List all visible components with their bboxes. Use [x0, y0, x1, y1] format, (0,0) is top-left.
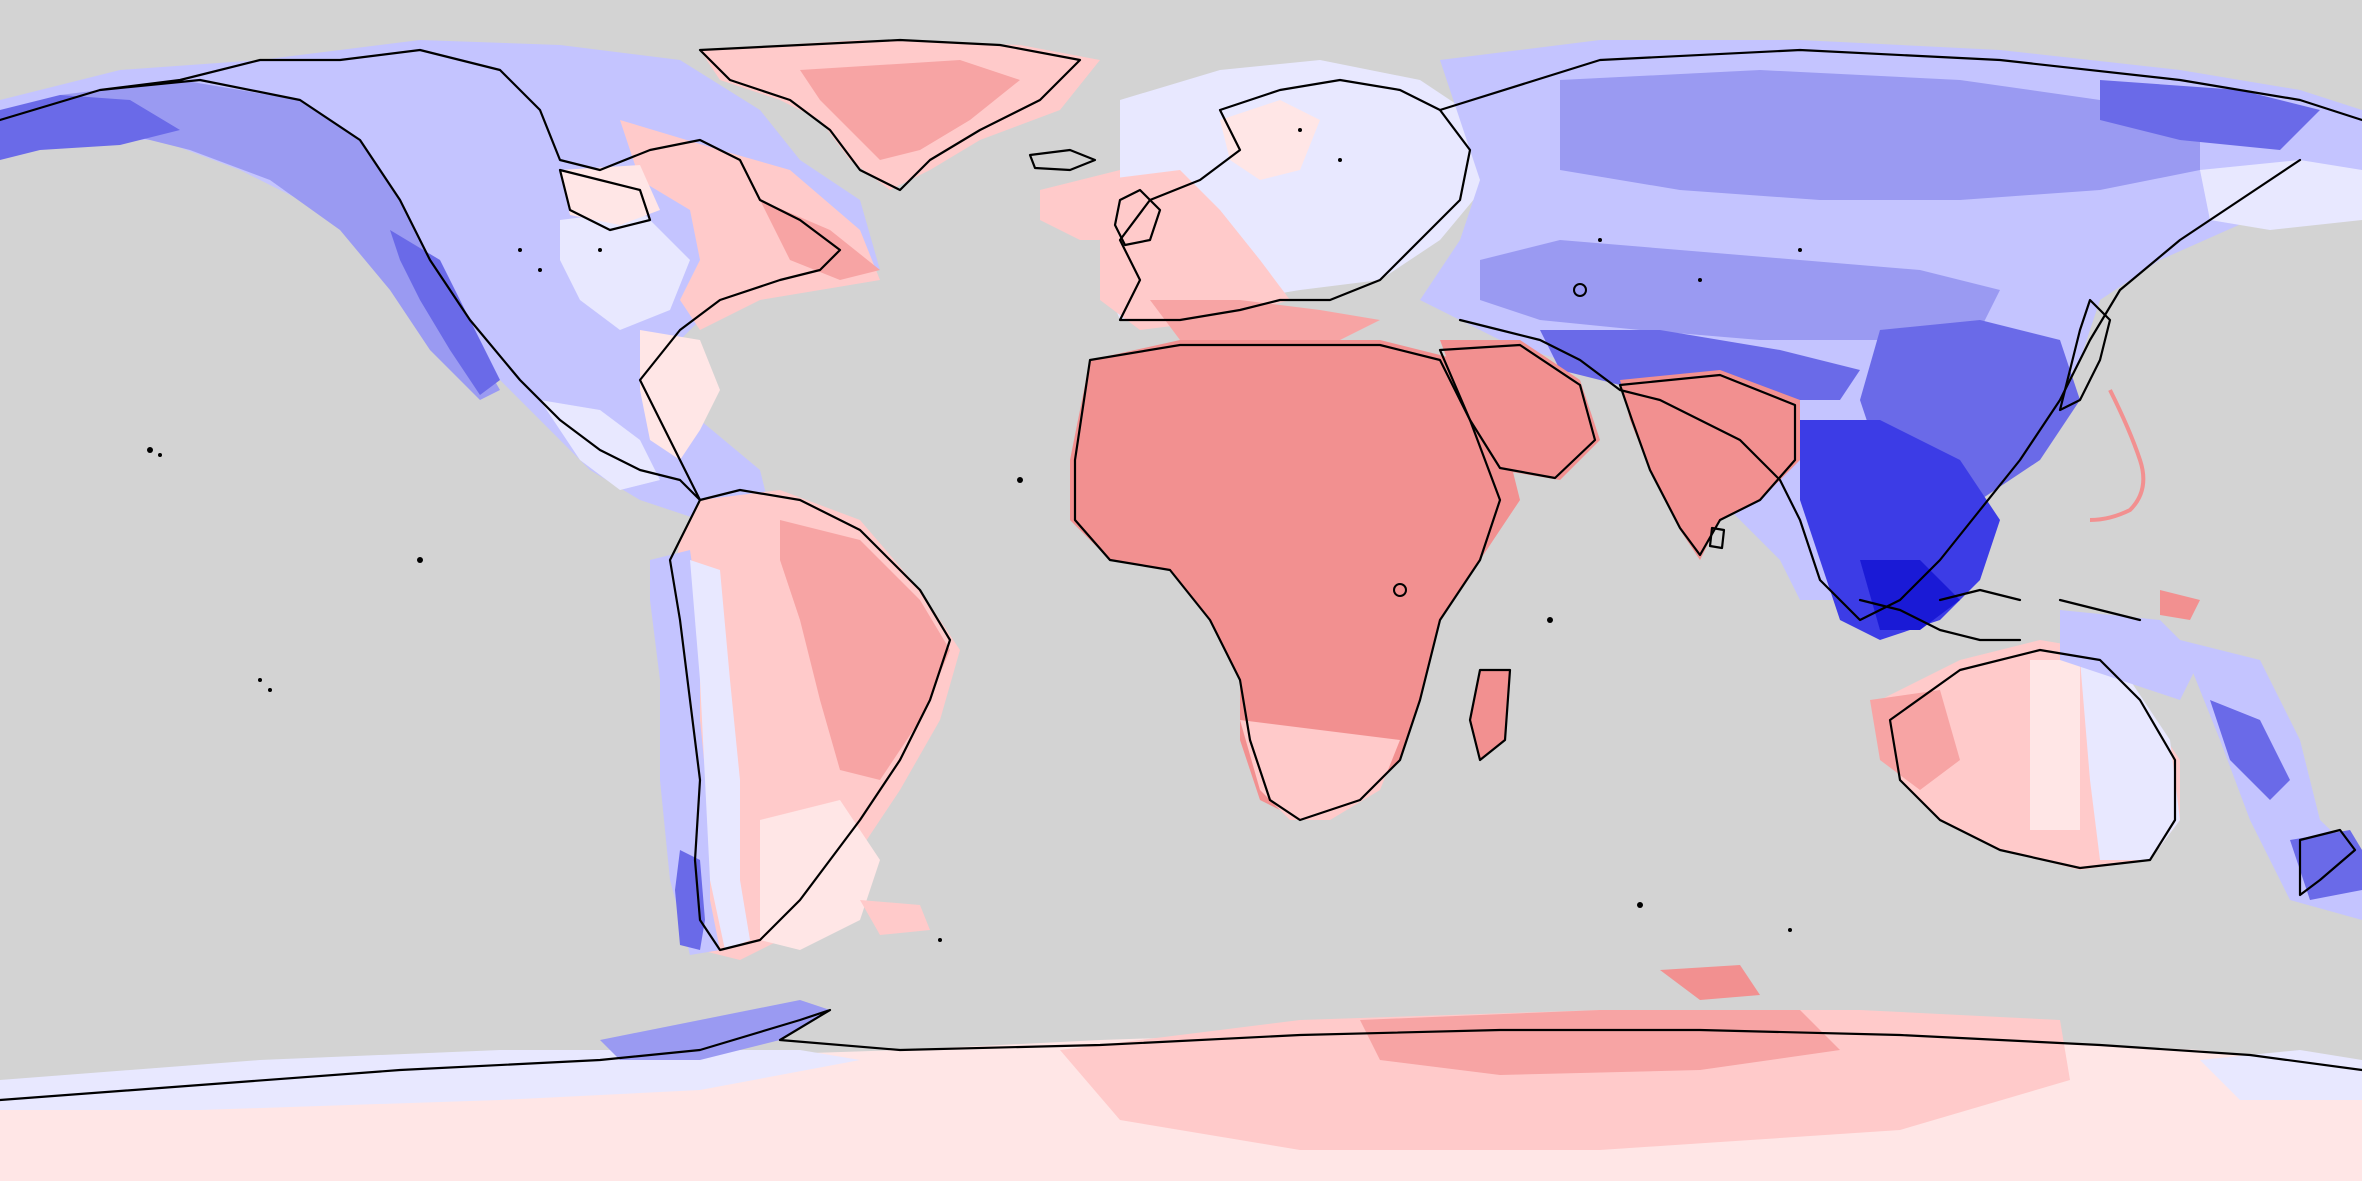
antarctic-peninsula-deep	[600, 1000, 830, 1060]
sa-amazon-warm	[780, 520, 950, 780]
nz-deep	[2290, 830, 2362, 900]
na-gulf-coast-light	[540, 400, 660, 490]
aus-east-light	[2080, 660, 2180, 860]
asia-tibet-band	[1540, 330, 1860, 400]
africa-south-pale	[1240, 720, 1400, 820]
region-australia	[1870, 610, 2200, 870]
coast-new-zealand	[2298, 828, 2357, 897]
india-fill	[1620, 370, 1800, 560]
sa-andes-cool	[650, 550, 720, 955]
eu-med-warm	[1150, 300, 1380, 340]
asia-arctic-rim	[2100, 80, 2320, 150]
southern-ocean-warm-patch	[1660, 965, 1760, 1000]
asia-siberia-deep	[1560, 70, 2200, 200]
sa-patagonia-deep	[675, 850, 705, 950]
arabia-fill	[1440, 340, 1600, 480]
coast-australia	[1888, 648, 2177, 870]
coast-sri-lanka	[1708, 526, 1726, 550]
antarctica-east-core	[1360, 1010, 1840, 1075]
coast-africa	[1073, 343, 1502, 822]
coast-north-america	[0, 48, 842, 502]
png-warm	[2160, 590, 2200, 620]
small-islands	[147, 128, 1802, 942]
na-rockies-band	[390, 230, 500, 395]
aus-nw-warm	[1870, 690, 1960, 790]
aus-north-cool	[2060, 610, 2200, 700]
region-south-america	[650, 490, 960, 960]
eu-west-warm	[1100, 170, 1290, 330]
coast-south-america	[668, 488, 952, 952]
coast-iceland	[1028, 148, 1097, 172]
africa-fill	[1070, 340, 1520, 820]
eu-scandinavia-light	[1220, 100, 1320, 180]
coast-europe	[1118, 78, 1472, 322]
greenland-core	[800, 60, 1020, 160]
region-maritime-pacific	[2089, 389, 2362, 920]
asia-indochina-core	[1860, 560, 1960, 630]
coast-indonesia	[1858, 588, 2142, 642]
region-north-america	[0, 40, 880, 520]
marianas-warm-arc	[2089, 389, 2146, 522]
region-antarctica	[0, 965, 2362, 1181]
pacific-se-deep	[2210, 700, 2290, 800]
region-asia	[1420, 40, 2362, 640]
antarctica-far-east-cool	[2200, 1050, 2362, 1100]
antarctica-west-cool	[0, 1050, 860, 1110]
coast-madagascar	[1468, 668, 1512, 762]
region-greenland	[700, 40, 1100, 190]
asia-kamchatka-light	[2200, 160, 2362, 230]
na-arctic-islands-deep	[0, 95, 180, 160]
madagascar-fill	[1470, 670, 1510, 760]
aus-east-pale	[2030, 660, 2080, 830]
coast-hudson-bay	[558, 168, 652, 232]
sa-falklands-warm	[860, 900, 930, 935]
na-hudson-warm	[560, 165, 660, 225]
coast-greenland	[698, 38, 1082, 192]
coast-arabia	[1438, 343, 1597, 480]
coast-india	[1618, 373, 1797, 557]
na-southeast-warm	[640, 330, 720, 460]
na-nova-scotia-warm	[760, 200, 880, 280]
sa-andes-light	[690, 560, 750, 950]
coast-antarctica	[0, 1008, 2362, 1102]
coastlines	[0, 38, 2362, 1102]
region-europe	[1100, 60, 1490, 340]
na-plains-light	[560, 210, 690, 330]
na-east-warm	[620, 120, 880, 330]
asia-central-band	[1480, 240, 2000, 340]
coast-japan	[2058, 298, 2112, 412]
coast-british-isles	[1113, 188, 1162, 247]
asia-se-deep	[1800, 420, 2000, 640]
region-africa	[1070, 340, 1600, 820]
